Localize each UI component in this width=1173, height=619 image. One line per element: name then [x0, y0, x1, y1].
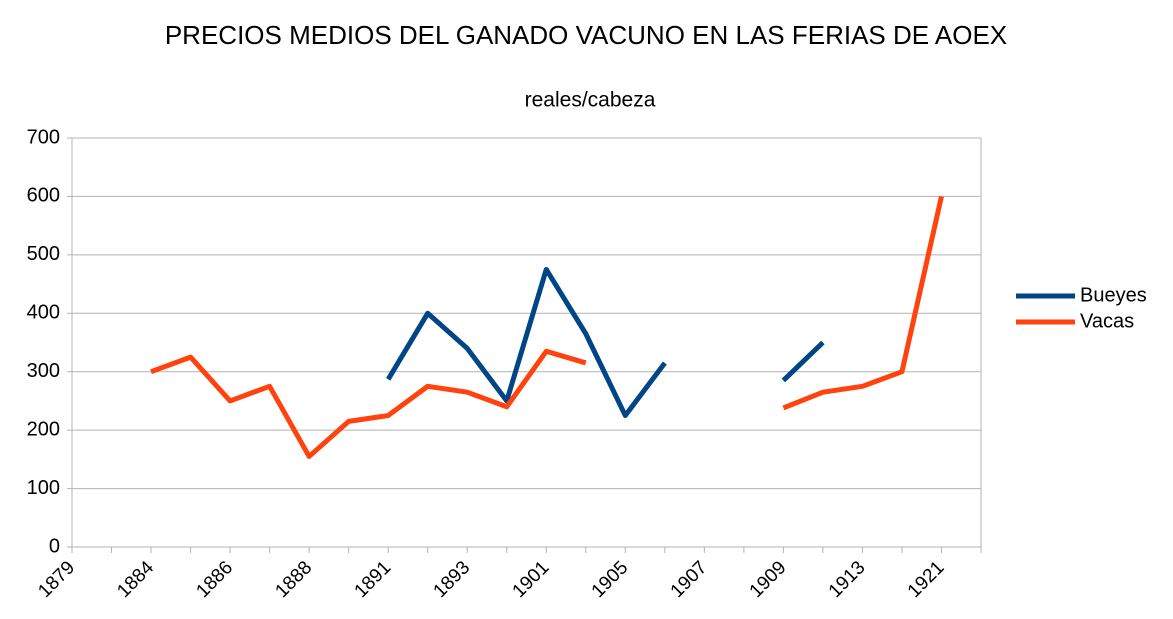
x-tick-label: 1905: [588, 557, 633, 602]
y-tick-label: 500: [27, 243, 60, 265]
x-tick-label: 1888: [271, 557, 316, 602]
x-tick-label: 1891: [351, 557, 396, 602]
y-tick-label: 700: [27, 126, 60, 148]
x-tick-label: 1893: [430, 557, 475, 602]
x-tick-label: 1884: [113, 557, 158, 602]
x-tick-label: 1913: [825, 557, 870, 602]
x-tick-label: 1907: [667, 557, 712, 602]
line-series: [150, 195, 944, 459]
y-tick-label: 400: [27, 302, 60, 324]
y-tick-label: 0: [49, 535, 60, 557]
x-tick-label: 1879: [34, 557, 79, 602]
y-tick-label: 100: [27, 477, 60, 499]
x-tick-label: 1921: [904, 557, 949, 602]
chart-subtitle: reales/cabeza: [525, 89, 656, 112]
y-tick-label: 600: [27, 185, 60, 207]
x-tick-label: 1886: [192, 557, 237, 602]
line-series: [386, 266, 825, 419]
y-tick-label: 200: [27, 418, 60, 440]
x-tick-label: 1901: [509, 557, 554, 602]
chart-title: PRECIOS MEDIOS DEL GANADO VACUNO EN LAS …: [165, 20, 1007, 50]
x-tick-label: 1909: [746, 557, 791, 602]
legend-label: Bueyes: [1080, 284, 1147, 306]
y-tick-label: 300: [27, 360, 60, 382]
legend-label: Vacas: [1080, 310, 1134, 332]
